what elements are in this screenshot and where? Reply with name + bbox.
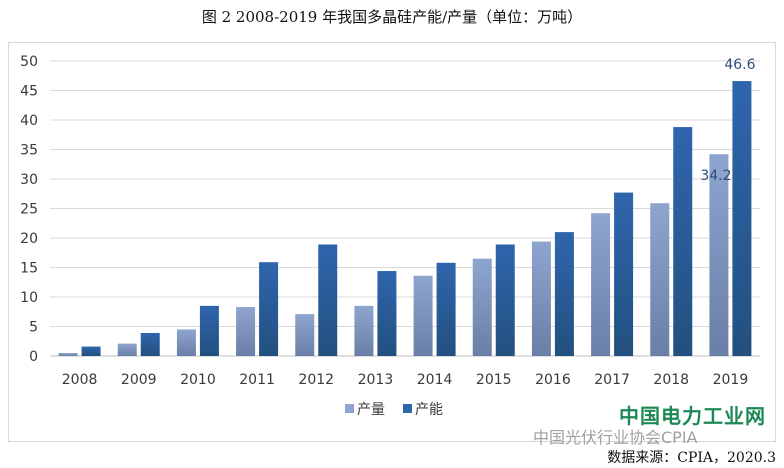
data-labels: 34.2 46.6 xyxy=(700,57,755,184)
y-tick-label: 40 xyxy=(20,113,38,129)
x-tick-label: 2015 xyxy=(476,372,512,388)
bar-产量-2019 xyxy=(709,154,729,356)
y-tick-label: 20 xyxy=(20,231,38,247)
y-tick-label: 50 xyxy=(20,54,38,70)
bar-产量-2014 xyxy=(413,275,433,356)
watermark-sub-text: 中国光伏行业协会CPIA xyxy=(533,428,698,447)
y-tick-label: 0 xyxy=(29,349,38,365)
x-tick-label: 2012 xyxy=(298,372,334,388)
bar-产量-2018 xyxy=(650,203,670,356)
bar-产能-2012 xyxy=(318,244,338,356)
bar-产量-2013 xyxy=(354,305,374,356)
watermark-logo-text: 中国电力工业网 xyxy=(619,404,766,428)
y-tick-label: 10 xyxy=(20,290,38,306)
bar-产能-2018 xyxy=(673,127,693,356)
chart-title: 图 2 2008-2019 年我国多晶硅产能/产量（单位：万吨） xyxy=(201,8,583,26)
legend-label-产能: 产能 xyxy=(415,402,443,418)
x-axis-ticks: 2008 2009 2010 2011 2012 2013 2014 2015 2016 2017… xyxy=(62,372,748,388)
bar-产能-2019 xyxy=(732,81,752,356)
y-tick-label: 35 xyxy=(20,143,38,159)
x-tick-label: 2019 xyxy=(713,372,749,388)
bar-产能-2016 xyxy=(554,232,574,356)
y-tick-label: 45 xyxy=(20,84,38,100)
bar-产量-2008 xyxy=(58,353,78,356)
bar-产量-2012 xyxy=(295,314,315,356)
x-tick-label: 2011 xyxy=(239,372,275,388)
y-tick-label: 15 xyxy=(20,261,38,277)
x-tick-label: 2008 xyxy=(62,372,98,388)
grid-lines xyxy=(50,60,760,357)
bar-产能-2008 xyxy=(81,346,101,356)
bar-产能-2015 xyxy=(495,244,515,356)
x-tick-label: 2017 xyxy=(594,372,630,388)
y-tick-label: 30 xyxy=(20,172,38,188)
bar-产量-2015 xyxy=(472,258,492,356)
x-tick-label: 2010 xyxy=(180,372,216,388)
x-tick-label: 2016 xyxy=(535,372,571,388)
y-axis-ticks: 0 5 10 15 20 25 30 35 40 45 50 xyxy=(20,54,38,365)
legend-swatch-产能 xyxy=(403,404,412,413)
x-tick-label: 2018 xyxy=(653,372,689,388)
y-tick-label: 25 xyxy=(20,202,38,218)
data-source: 数据来源：CPIA，2020.3 xyxy=(607,450,776,466)
bar-产量-2009 xyxy=(117,343,137,356)
y-tick-label: 5 xyxy=(29,320,38,336)
bar-产能-2014 xyxy=(436,262,456,356)
bars xyxy=(58,81,752,356)
data-label-产能-2019: 46.6 xyxy=(724,57,755,73)
bar-产能-2009 xyxy=(140,332,160,356)
legend-swatch-产量 xyxy=(345,404,354,413)
bar-产能-2017 xyxy=(614,192,634,356)
x-tick-label: 2009 xyxy=(121,372,157,388)
bar-产量-2011 xyxy=(236,307,256,356)
legend: 产量 产能 xyxy=(345,402,443,418)
chart-frame xyxy=(8,42,776,442)
bar-产量-2010 xyxy=(176,329,196,356)
legend-label-产量: 产量 xyxy=(357,402,385,418)
bar-产能-2013 xyxy=(377,271,397,356)
bar-产能-2010 xyxy=(199,305,219,356)
bar-产量-2017 xyxy=(591,213,611,356)
data-label-产量-2019: 34.2 xyxy=(700,168,731,184)
x-tick-label: 2013 xyxy=(358,372,394,388)
bar-产能-2011 xyxy=(259,262,279,356)
x-tick-label: 2014 xyxy=(417,372,453,388)
bar-产量-2016 xyxy=(531,241,551,356)
